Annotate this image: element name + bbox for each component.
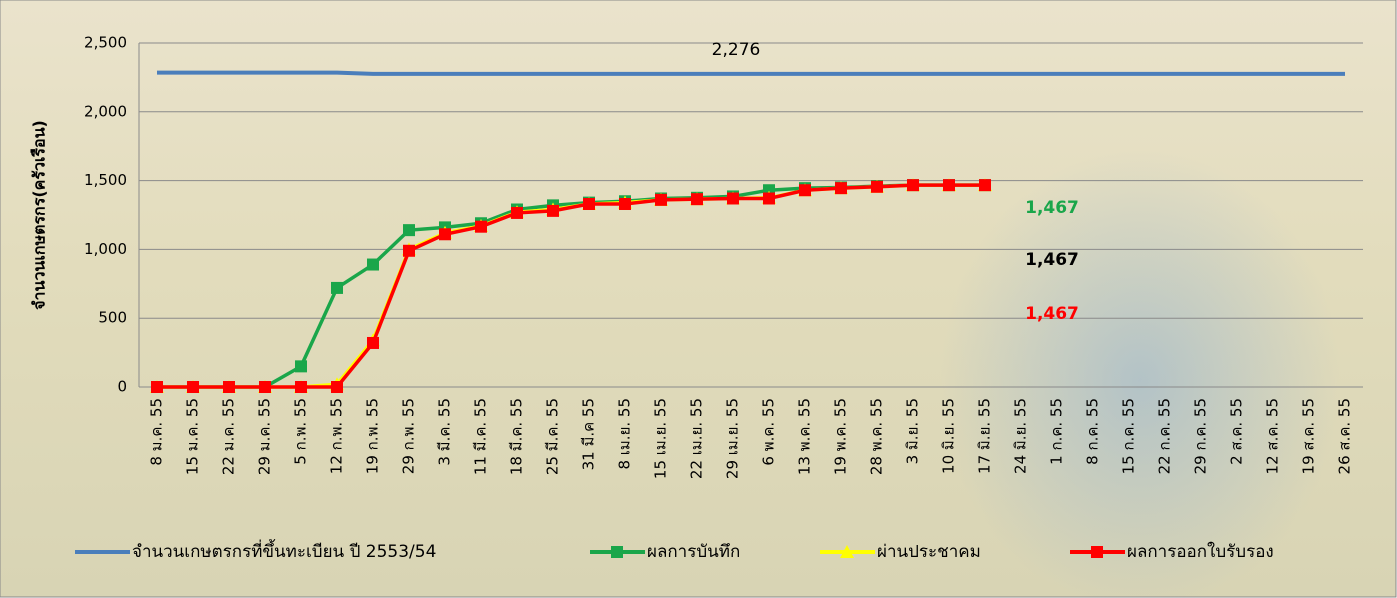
y-tick-label: 1,500 — [84, 171, 127, 189]
data-point — [835, 182, 847, 194]
x-tick-label: 3 มี.ค. 55 — [436, 398, 454, 466]
data-point — [439, 228, 451, 240]
x-tick-label: 12 ส.ค. 55 — [1264, 398, 1282, 474]
x-tick-label: 29 ก.ค. 55 — [1192, 398, 1210, 474]
data-point — [331, 381, 343, 393]
data-point — [331, 282, 343, 294]
x-tick-label: 31 มี.ค 55 — [580, 398, 598, 470]
data-point — [151, 381, 163, 393]
x-tick-label: 24 มิ.ย. 55 — [1012, 398, 1030, 474]
x-tick-label: 17 มิ.ย. 55 — [976, 398, 994, 474]
data-point — [763, 192, 775, 204]
legend-label: ผลการออกใบรับรอง — [1127, 541, 1274, 562]
y-tick-label: 2,000 — [84, 102, 127, 120]
data-point — [907, 179, 919, 191]
y-tick-label: 2,500 — [84, 34, 127, 52]
data-point — [367, 337, 379, 349]
data-point — [475, 221, 487, 233]
x-tick-label: 8 ก.ค. 55 — [1084, 398, 1102, 465]
data-point — [187, 381, 199, 393]
data-point — [511, 207, 523, 219]
y-tick-label: 500 — [98, 309, 127, 327]
x-tick-label: 18 มี.ค. 55 — [508, 398, 526, 475]
x-tick-label: 8 ม.ค. 55 — [148, 398, 166, 466]
x-tick-label: 15 เม.ย. 55 — [652, 398, 670, 479]
data-point — [223, 381, 235, 393]
x-tick-label: 22 ก.ค. 55 — [1156, 398, 1174, 474]
series-line — [157, 73, 1345, 74]
x-tick-label: 10 มิ.ย. 55 — [940, 398, 958, 474]
x-tick-label: 1 ก.ค. 55 — [1048, 398, 1066, 465]
x-tick-label: 8 เม.ย. 55 — [616, 398, 634, 470]
data-point — [727, 192, 739, 204]
annotation: 1,467 — [1025, 304, 1079, 324]
data-point — [799, 184, 811, 196]
data-point — [547, 205, 559, 217]
legend-marker — [1091, 546, 1103, 558]
x-tick-label: 15 ม.ค. 55 — [184, 398, 202, 475]
x-tick-label: 11 มี.ค. 55 — [472, 398, 490, 475]
data-point — [943, 179, 955, 191]
data-point — [979, 179, 991, 191]
data-point — [619, 198, 631, 210]
data-point — [295, 360, 307, 372]
data-point — [295, 381, 307, 393]
x-tick-label: 19 ก.พ. 55 — [364, 398, 382, 474]
legend-label: ผลการบันทึก — [647, 542, 740, 562]
x-tick-label: 12 ก.พ. 55 — [328, 398, 346, 474]
annotation: 1,467 — [1025, 198, 1079, 218]
y-tick-label: 0 — [117, 378, 127, 396]
x-tick-label: 29 ก.พ. 55 — [400, 398, 418, 474]
x-tick-label: 19 พ.ค. 55 — [832, 398, 850, 475]
y-axis-title: จำนวนเกษตรกร(ครัวเรือน) — [30, 120, 49, 310]
data-point — [583, 198, 595, 210]
x-tick-label: 15 ก.ค. 55 — [1120, 398, 1138, 474]
legend-label: ผ่านประชาคม — [877, 542, 981, 562]
x-tick-label: 22 เม.ย. 55 — [688, 398, 706, 479]
x-tick-label: 13 พ.ค. 55 — [796, 398, 814, 475]
legend-marker — [611, 546, 623, 558]
annotation: 2,276 — [712, 40, 761, 60]
legend-label: จำนวนเกษตรกรที่ขึ้นทะเบียน ปี 2553/54 — [132, 539, 436, 562]
x-tick-label: 25 มี.ค. 55 — [544, 398, 562, 475]
data-point — [691, 193, 703, 205]
x-tick-label: 28 พ.ค. 55 — [868, 398, 886, 475]
data-point — [403, 224, 415, 236]
x-tick-label: 19 ส.ค. 55 — [1300, 398, 1318, 474]
annotation: 1,467 — [1025, 250, 1079, 270]
x-tick-label: 2 ส.ค. 55 — [1228, 398, 1246, 465]
x-tick-label: 29 เม.ย. 55 — [724, 398, 742, 479]
x-tick-label: 5 ก.พ. 55 — [292, 398, 310, 465]
data-point — [655, 194, 667, 206]
data-point — [403, 245, 415, 257]
x-tick-label: 26 ส.ค. 55 — [1336, 398, 1354, 474]
x-tick-label: 22 ม.ค. 55 — [220, 398, 238, 475]
chart: จำนวนเกษตรกร(ครัวเรือน) 0 500 1,000 1,500 2,… — [0, 0, 1397, 598]
x-tick-label: 29 ม.ค. 55 — [256, 398, 274, 475]
data-point — [367, 259, 379, 271]
y-tick-label: 1,000 — [84, 240, 127, 258]
background-figure — [940, 150, 1340, 598]
x-tick-label: 3 มิ.ย. 55 — [904, 398, 922, 464]
data-point — [871, 181, 883, 193]
data-point — [259, 381, 271, 393]
x-tick-label: 6 พ.ค. 55 — [760, 398, 778, 466]
